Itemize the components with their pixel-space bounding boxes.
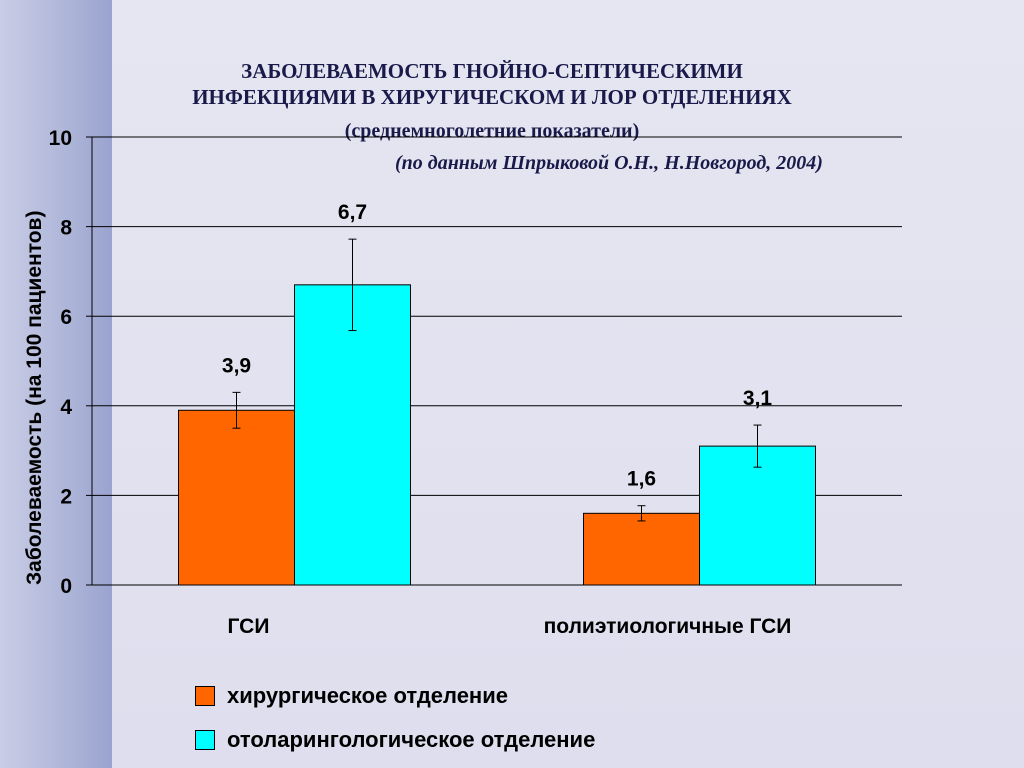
legend-label-surgical: хирургическое отделение (227, 683, 508, 708)
chart-title-line-2: ИНФЕКЦИЯМИ В ХИРУГИЧЕСКОМ И ЛОР ОТДЕЛЕНИ… (192, 85, 792, 109)
y-tick-label-8: 8 (60, 217, 72, 240)
bar-s1-c1 (699, 445, 816, 586)
y-tick-label-4: 4 (60, 396, 72, 419)
y-axis-label: Заболеваемость (на 100 пациентов) (23, 210, 46, 585)
y-tick-label-10: 10 (49, 127, 72, 150)
legend-swatch-ent (195, 730, 215, 750)
y-tick-label-0: 0 (60, 575, 72, 598)
x-tick-label-1: полиэтиологичные ГСИ (544, 615, 792, 638)
legend-item-surgical: хирургическое отделение (195, 683, 508, 709)
legend-label-ent: отоларингологическое отделение (227, 727, 596, 752)
bar-s0-c0 (178, 409, 295, 586)
data-label-s1-c1: 3,1 (743, 387, 773, 410)
data-label-s0-c1: 1,6 (627, 468, 656, 491)
bar-s0-c1 (583, 512, 700, 586)
y-tick-label-6: 6 (60, 306, 72, 329)
data-label-s1-c0: 6,7 (338, 201, 367, 224)
data-label-s0-c0: 3,9 (222, 354, 251, 377)
bar-s1-c0 (294, 284, 411, 586)
chart-title-line-1: ЗАБОЛЕВАЕМОСТЬ ГНОЙНО-СЕПТИЧЕСКИМИ (241, 59, 743, 83)
y-tick-label-2: 2 (60, 485, 72, 508)
legend-swatch-surgical (195, 686, 215, 706)
legend-item-ent: отоларингологическое отделение (195, 727, 595, 753)
side-band (0, 0, 112, 768)
x-tick-label-0: ГСИ (228, 615, 270, 638)
chart-source: (по данным Шпрыковой О.Н., Н.Новгород, 2… (395, 152, 823, 174)
